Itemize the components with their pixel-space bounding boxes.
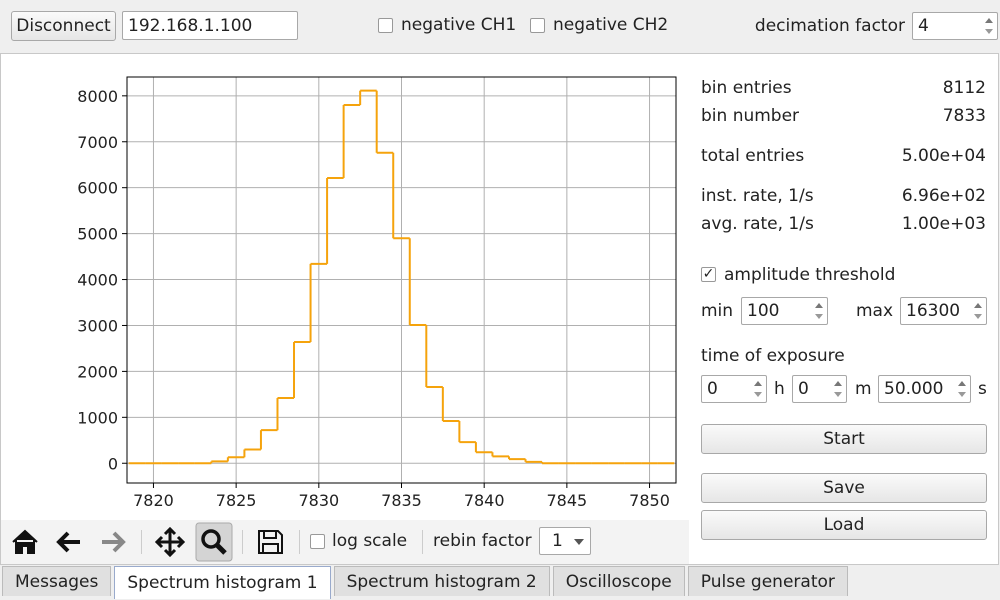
forward-icon[interactable] (102, 531, 126, 553)
separator (141, 530, 142, 554)
unit-label: s (978, 379, 987, 399)
checkbox-label: negative CH1 (401, 15, 517, 35)
y-tick-label: 5000 (77, 225, 118, 244)
unit-label: m (855, 379, 872, 399)
x-tick-label: 7845 (547, 491, 588, 510)
spin-value: 16300 (906, 301, 961, 321)
max-label: max (856, 301, 894, 321)
home-icon[interactable] (12, 529, 38, 554)
seconds-spinbox[interactable]: 50.000 (878, 375, 971, 403)
y-tick-label: 3000 (77, 316, 118, 335)
stat-label: bin number (701, 106, 800, 126)
x-tick-label: 7830 (298, 491, 339, 510)
stat-label: bin entries (701, 78, 792, 98)
zoom-active[interactable] (195, 522, 233, 562)
unit-label: h (774, 379, 785, 399)
separator (299, 530, 300, 554)
zoom-handle (215, 543, 227, 555)
y-tick-label: 4000 (77, 271, 118, 290)
tab[interactable]: Messages (2, 566, 112, 596)
x-tick-label: 7840 (464, 491, 505, 510)
stat-value: 5.00e+04 (901, 146, 986, 166)
checkbox-label: amplitude threshold (724, 265, 896, 285)
decimation-spinbox[interactable]: 4 (912, 12, 998, 40)
checkbox-label: log scale (332, 531, 408, 551)
spin-value: 0 (707, 379, 718, 399)
toolbar-icons (12, 522, 283, 562)
exposure-label: time of exposure (701, 346, 845, 366)
save-icon[interactable] (258, 530, 283, 554)
x-tick-label: 7850 (629, 491, 670, 510)
separator (242, 530, 243, 554)
minutes-spinbox[interactable]: 0 (792, 375, 847, 403)
disconnect-button[interactable]: Disconnect (11, 11, 116, 41)
stat-label: total entries (701, 146, 805, 166)
min-label: min (701, 301, 734, 321)
max-spinbox[interactable]: 16300 (900, 297, 987, 325)
tab[interactable]: Pulse generator (687, 566, 848, 596)
checkbox-label: negative CH2 (553, 15, 669, 35)
x-tick-label: 7820 (133, 491, 174, 510)
plot-frame (126, 76, 677, 484)
spin-value: 100 (747, 301, 780, 321)
address-field[interactable]: 192.168.1.100 (122, 11, 298, 40)
back-icon[interactable] (56, 531, 80, 553)
y-tick-label: 1000 (77, 408, 118, 427)
y-tick-label: 7000 (77, 133, 118, 152)
zoom-icon (201, 529, 221, 549)
spin-value: 0 (798, 379, 809, 399)
hours-spinbox[interactable]: 0 (701, 375, 767, 403)
stat-value: 7833 (942, 106, 986, 126)
load-button[interactable]: Load (701, 510, 987, 540)
save-button[interactable]: Save (701, 473, 987, 503)
tab-bar: Messages Spectrum histogram 1 Spectrum his… (2, 566, 848, 599)
decimation-label: decimation factor (754, 16, 905, 36)
spin-value: 50.000 (884, 379, 944, 399)
y-tick-label: 6000 (77, 179, 118, 198)
stat-value: 6.96e+02 (901, 186, 986, 206)
histogram-chart: 7820 7825 7830 7835 7840 7845 7850 0 1000 2000 300… (77, 76, 677, 510)
y-tick-label: 0 (108, 454, 118, 473)
checkbox[interactable] (378, 18, 393, 33)
x-tick-label: 7835 (381, 491, 422, 510)
spin-value: 4 (918, 16, 929, 36)
pan-icon[interactable] (154, 526, 186, 558)
checkbox[interactable] (530, 18, 545, 33)
stat-label: inst. rate, 1/s (701, 186, 814, 206)
stat-value: 8112 (942, 78, 986, 98)
min-spinbox[interactable]: 100 (741, 297, 828, 325)
rebin-label: rebin factor (433, 531, 532, 551)
checkbox[interactable] (310, 534, 325, 549)
tab[interactable]: Spectrum histogram 2 (333, 566, 550, 596)
tab[interactable]: Spectrum histogram 1 (114, 566, 331, 599)
separator (422, 530, 423, 554)
y-tick-label: 2000 (77, 362, 118, 381)
stat-label: avg. rate, 1/s (701, 214, 814, 234)
rebin-combo[interactable]: 1 (539, 527, 591, 555)
tab[interactable]: Oscilloscope (552, 566, 685, 596)
y-tick-label: 8000 (77, 87, 118, 106)
x-tick-label: 7825 (216, 491, 257, 510)
combo-arrow (574, 539, 584, 545)
stat-value: 1.00e+03 (901, 214, 986, 234)
checkbox[interactable]: ✓ (701, 266, 716, 282)
start-button[interactable]: Start (701, 424, 987, 454)
combo-value: 1 (552, 531, 563, 551)
